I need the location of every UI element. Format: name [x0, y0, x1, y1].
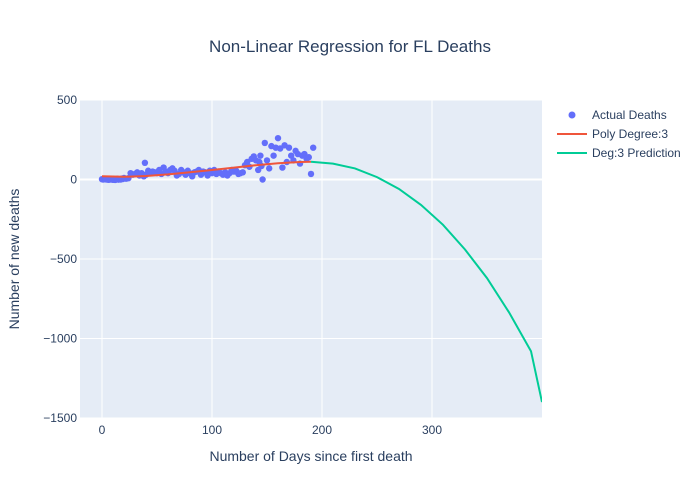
legend-label: Actual Deaths [592, 108, 667, 122]
data-point [141, 159, 149, 167]
data-point [279, 164, 286, 171]
data-point [244, 158, 251, 166]
x-tick-label: 200 [312, 423, 332, 437]
data-point [261, 139, 268, 147]
data-point [239, 169, 246, 176]
y-tick-label: −500 [50, 252, 77, 266]
data-point [257, 152, 264, 159]
y-axis-label: Number of new deaths [6, 189, 22, 330]
y-tick-label: 500 [57, 93, 77, 107]
chart-title: Non-Linear Regression for FL Deaths [209, 37, 491, 56]
data-point [285, 144, 293, 151]
data-point [263, 157, 271, 164]
x-tick-label: 100 [202, 423, 222, 437]
axes: 0 100 200 300 500 0 −500 −1000 −1500 [43, 93, 442, 437]
series-poly-line [101, 160, 312, 178]
data-point [277, 145, 284, 152]
series-prediction-line [310, 160, 542, 403]
x-tick-label: 0 [99, 423, 106, 437]
legend-item[interactable]: Deg:3 Prediction [557, 146, 681, 160]
data-point [305, 154, 312, 161]
data-point [307, 170, 315, 178]
legend[interactable]: Actual Deaths Poly Degree:3 Deg:3 Predicti… [557, 108, 681, 160]
legend-item[interactable]: Poly Degree:3 [557, 127, 668, 141]
data-point [266, 165, 273, 172]
y-tick-label: −1000 [43, 332, 77, 346]
legend-marker [568, 111, 576, 119]
plot-content [98, 134, 542, 403]
data-point [171, 167, 178, 174]
data-point [259, 176, 266, 183]
legend-item[interactable]: Actual Deaths [568, 108, 667, 122]
y-tick-label: 0 [70, 173, 77, 187]
y-tick-label: −1500 [43, 411, 77, 425]
data-point [270, 152, 277, 159]
data-point [301, 150, 308, 158]
legend-label: Deg:3 Prediction [592, 146, 681, 160]
data-point [288, 152, 295, 159]
x-axis-label: Number of Days since first death [209, 448, 412, 464]
data-point [274, 134, 282, 142]
grid [80, 99, 542, 419]
x-tick-label: 300 [422, 423, 442, 437]
legend-label: Poly Degree:3 [592, 127, 668, 141]
data-point [310, 144, 317, 151]
